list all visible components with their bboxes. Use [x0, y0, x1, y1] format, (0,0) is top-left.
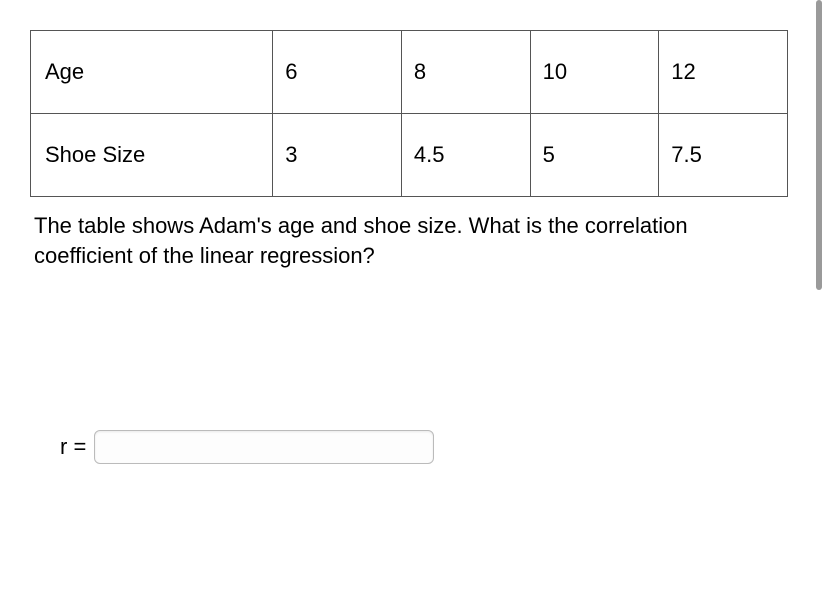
table-cell: 4.5	[401, 114, 530, 197]
data-table: Age 6 8 10 12 Shoe Size 3 4.5 5 7.5	[30, 30, 788, 197]
table-row: Shoe Size 3 4.5 5 7.5	[31, 114, 788, 197]
answer-label: r =	[60, 434, 86, 460]
table-cell: 5	[530, 114, 659, 197]
question-container: Age 6 8 10 12 Shoe Size 3 4.5 5 7.5 The …	[30, 30, 788, 464]
question-text: The table shows Adam's age and shoe size…	[30, 211, 788, 270]
answer-input[interactable]	[94, 430, 434, 464]
scrollbar-thumb[interactable]	[816, 0, 822, 290]
table-cell: 6	[273, 31, 402, 114]
scrollbar-track[interactable]	[816, 0, 822, 600]
answer-row: r =	[30, 430, 788, 464]
table-cell: 7.5	[659, 114, 788, 197]
row-label-cell: Age	[31, 31, 273, 114]
table-cell: 8	[401, 31, 530, 114]
table-cell: 3	[273, 114, 402, 197]
table-cell: 10	[530, 31, 659, 114]
table-row: Age 6 8 10 12	[31, 31, 788, 114]
row-label-cell: Shoe Size	[31, 114, 273, 197]
table-cell: 12	[659, 31, 788, 114]
